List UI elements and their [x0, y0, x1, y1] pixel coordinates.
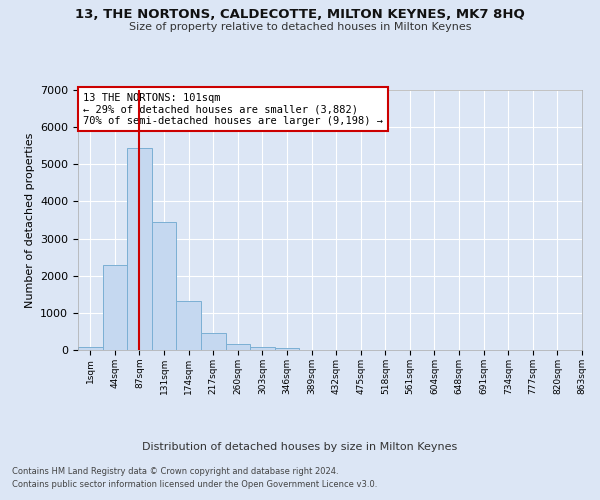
Text: Distribution of detached houses by size in Milton Keynes: Distribution of detached houses by size … [142, 442, 458, 452]
Bar [103, 264, 127, 350]
Bar [78, 347, 103, 350]
Y-axis label: Number of detached properties: Number of detached properties [25, 132, 35, 308]
Bar [275, 348, 299, 350]
Bar [127, 148, 152, 350]
Bar [176, 301, 201, 350]
Text: Size of property relative to detached houses in Milton Keynes: Size of property relative to detached ho… [129, 22, 471, 32]
Bar [250, 347, 275, 350]
Text: Contains HM Land Registry data © Crown copyright and database right 2024.: Contains HM Land Registry data © Crown c… [12, 468, 338, 476]
Text: Contains public sector information licensed under the Open Government Licence v3: Contains public sector information licen… [12, 480, 377, 489]
Text: 13 THE NORTONS: 101sqm
← 29% of detached houses are smaller (3,882)
70% of semi-: 13 THE NORTONS: 101sqm ← 29% of detached… [83, 92, 383, 126]
Bar [201, 332, 226, 350]
Bar [226, 344, 250, 350]
Bar [152, 222, 176, 350]
Text: 13, THE NORTONS, CALDECOTTE, MILTON KEYNES, MK7 8HQ: 13, THE NORTONS, CALDECOTTE, MILTON KEYN… [75, 8, 525, 20]
